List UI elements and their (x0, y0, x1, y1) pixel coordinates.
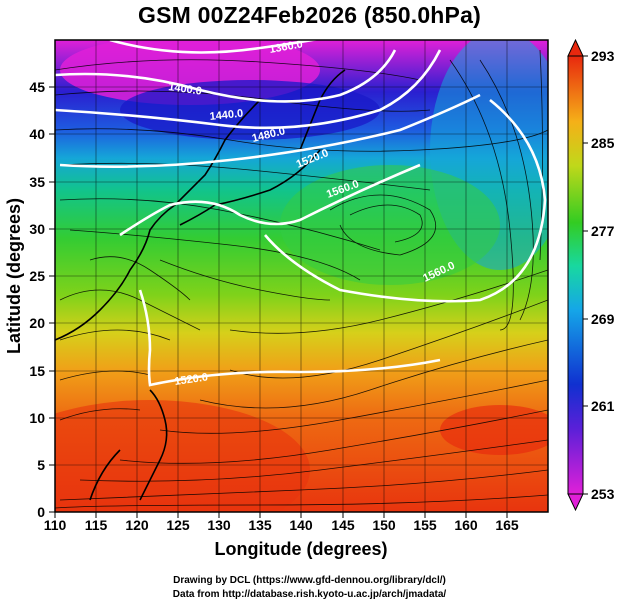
x-tick-label: 145 (331, 517, 355, 533)
x-tick-label: 155 (413, 517, 437, 533)
axis-ticks (49, 86, 508, 518)
colorbar-max-arrow (567, 38, 584, 57)
wind-streamlines (55, 49, 548, 509)
colorbar: 293 285 277 269 261 253 (567, 38, 615, 512)
y-tick-label: 20 (29, 315, 45, 331)
map-title: GSM 00Z24Feb2026 (850.0hPa) (138, 2, 481, 28)
x-axis-label: Longitude (degrees) (214, 539, 387, 559)
y-tick-label: 10 (29, 410, 45, 426)
y-tick-labels: 0 5 10 15 20 25 30 35 40 45 (29, 79, 45, 520)
contour-label: 1440.0 (209, 108, 244, 123)
y-tick-label: 30 (29, 221, 45, 237)
credit-data-source: Data from http://database.rish.kyoto-u.a… (172, 589, 447, 600)
x-tick-label: 110 (44, 517, 67, 533)
x-tick-label: 115 (85, 517, 108, 533)
y-tick-label: 15 (29, 363, 45, 379)
y-tick-label: 25 (29, 268, 45, 284)
y-axis-label: Latitude (degrees) (4, 198, 24, 354)
y-tick-label: 35 (29, 174, 45, 190)
colorbar-tick-label: 261 (591, 398, 615, 414)
x-tick-label: 160 (454, 517, 478, 533)
contour-label: 1360.0 (268, 38, 303, 56)
colorbar-tick-label: 293 (591, 48, 615, 64)
colorbar-tick-label: 253 (591, 486, 615, 502)
y-tick-label: 45 (29, 79, 45, 95)
y-tick-label: 40 (29, 126, 45, 142)
geopotential-contours (55, 40, 547, 387)
x-tick-labels: 110 115 120 125 130 135 140 145 150 155 … (44, 517, 519, 533)
y-tick-label: 5 (37, 457, 45, 473)
colorbar-min-arrow (567, 493, 584, 512)
colorbar-tick-label: 285 (591, 135, 615, 151)
x-tick-label: 120 (125, 517, 149, 533)
credit-drawing: Drawing by DCL (https://www.gfd-dennou.o… (173, 575, 446, 586)
x-tick-label: 165 (495, 517, 519, 533)
temperature-field (55, 40, 548, 512)
x-tick-label: 140 (289, 517, 313, 533)
contour-label: 1520.0 (174, 371, 209, 388)
x-tick-label: 135 (248, 517, 272, 533)
colorbar-tick-label: 277 (591, 223, 615, 239)
x-tick-label: 125 (166, 517, 190, 533)
y-tick-label: 0 (37, 504, 45, 520)
contour-label: 1400.0 (168, 81, 203, 98)
x-tick-label: 130 (207, 517, 231, 533)
x-tick-label: 150 (372, 517, 396, 533)
colorbar-tick-label: 269 (591, 311, 615, 327)
